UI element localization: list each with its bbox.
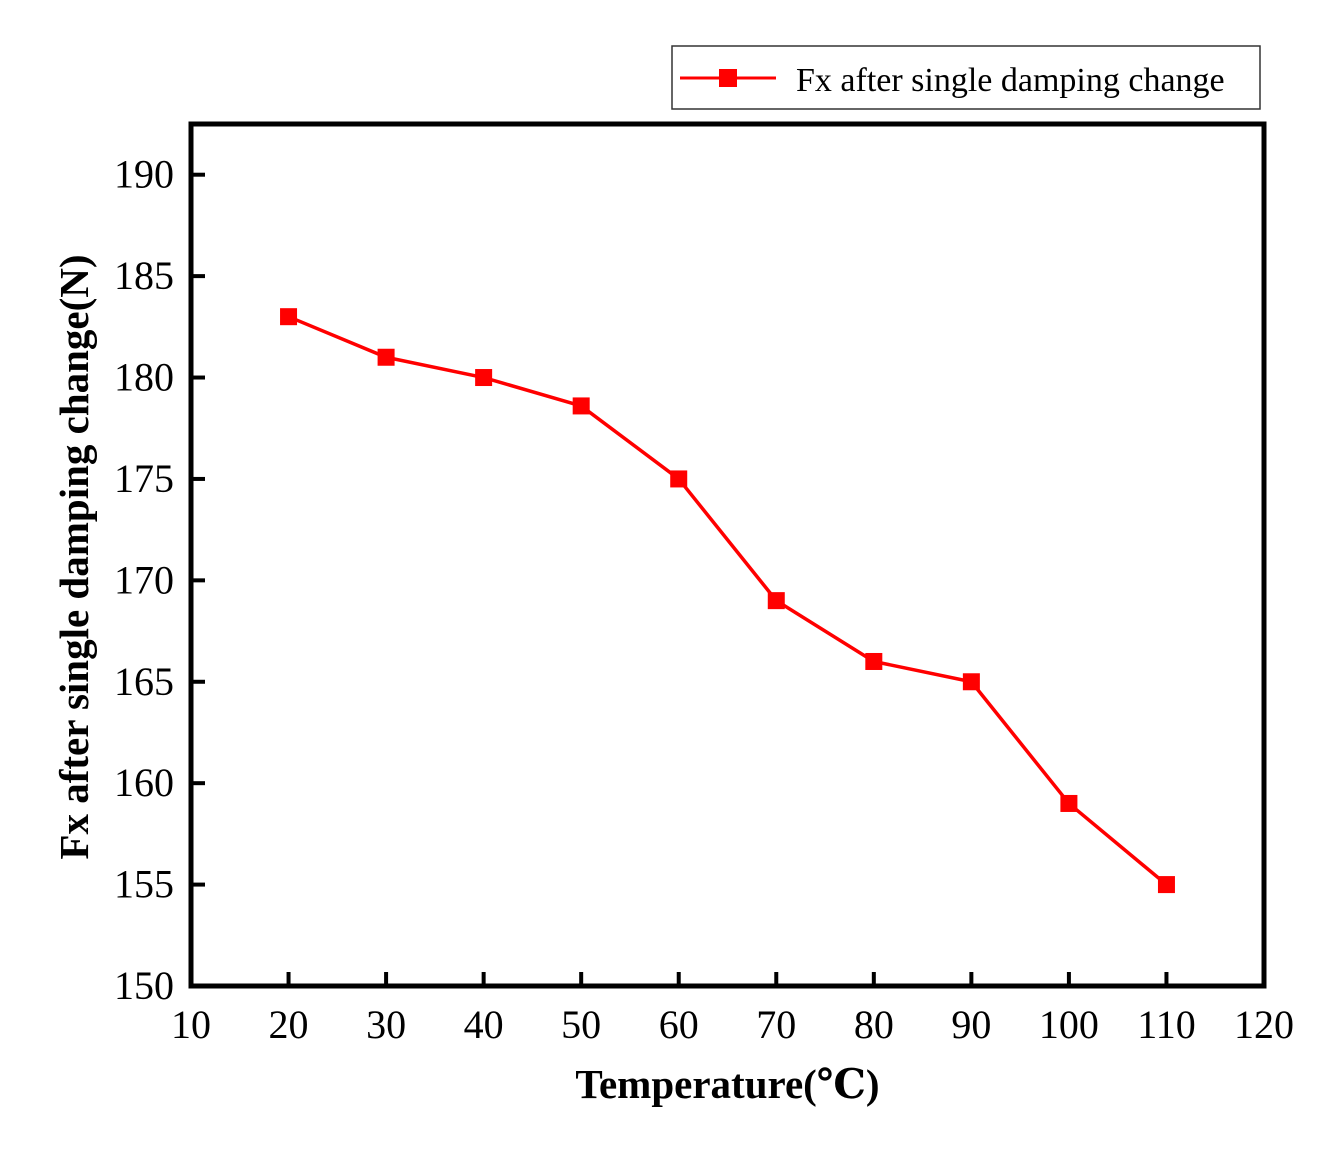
x-tick-label: 10	[171, 1002, 211, 1047]
x-tick-label: 110	[1137, 1002, 1196, 1047]
data-point	[377, 348, 395, 366]
data-point	[962, 673, 980, 691]
y-tick-label: 155	[114, 862, 174, 907]
series-layer	[280, 308, 1175, 894]
y-tick-label: 160	[114, 760, 174, 805]
x-tick-label: 20	[269, 1002, 309, 1047]
data-point	[865, 652, 883, 670]
data-point	[1157, 876, 1175, 894]
y-axis-title: Fx after single damping change(N)	[51, 254, 97, 859]
y-tick-label: 190	[114, 152, 174, 197]
data-point	[572, 397, 590, 415]
x-tick-label: 40	[464, 1002, 504, 1047]
x-tick-label: 90	[951, 1002, 991, 1047]
y-tick-label: 150	[114, 963, 174, 1008]
x-tick-label: 100	[1039, 1002, 1099, 1047]
x-tick-label: 50	[561, 1002, 601, 1047]
legend-label: Fx after single damping change	[796, 62, 1225, 99]
x-tick-label: 120	[1234, 1002, 1294, 1047]
legend: Fx after single damping change	[671, 45, 1261, 110]
series-line	[287, 315, 1168, 886]
y-tick-label: 170	[114, 557, 174, 602]
y-tick-label: 180	[114, 355, 174, 400]
x-tick-label: 80	[854, 1002, 894, 1047]
x-tick-label: 70	[756, 1002, 796, 1047]
data-point	[1060, 794, 1078, 812]
x-tick-label: 30	[366, 1002, 406, 1047]
data-point	[670, 470, 688, 488]
data-point	[475, 369, 493, 387]
ticks-layer: 10 20 30 40 50 60 70 80 90 100 110 120 150 155 160 165 1…	[114, 152, 1294, 1047]
data-point	[280, 308, 298, 326]
legend-marker-square	[719, 69, 737, 87]
data-point	[767, 592, 785, 610]
plot-frame	[188, 121, 1267, 989]
x-axis-title: Temperature(℃)	[575, 1061, 879, 1107]
y-tick-label: 165	[114, 659, 174, 704]
y-tick-label: 175	[114, 456, 174, 501]
x-tick-label: 60	[659, 1002, 699, 1047]
y-tick-label: 185	[114, 253, 174, 298]
